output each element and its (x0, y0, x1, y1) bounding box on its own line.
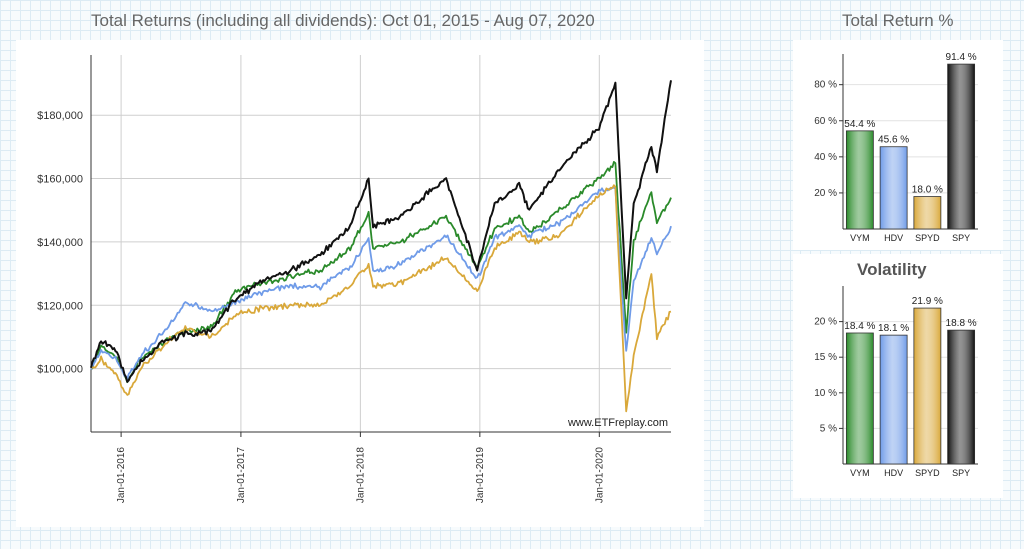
return-category-label: SPYD (915, 233, 940, 243)
return-category-label: VYM (850, 233, 870, 243)
volatility-category-label: HDV (884, 468, 903, 478)
volatility-chart-title: Volatility (857, 260, 927, 279)
return-y-tick-label: 40 % (814, 152, 837, 163)
volatility-y-tick-label: 15 % (814, 352, 837, 363)
x-tick-label: Jan-01-2020 (594, 447, 605, 504)
return-value-label: 54.4 % (844, 119, 875, 130)
volatility-bar-spy (947, 329, 976, 465)
main-chart-panel: $100,000 $120,000 $140,000 $160,000 $180,000… (16, 40, 704, 527)
volatility-category-label: VYM (850, 468, 870, 478)
return-category-label: SPY (952, 233, 970, 243)
return-value-label: 45.6 % (878, 135, 909, 146)
y-tick-label: $180,000 (37, 110, 83, 122)
series-line-vym (90, 161, 672, 384)
volatility-category-label: SPY (952, 468, 970, 478)
return-chart-title: Total Return % (842, 11, 954, 30)
x-tick-label: Jan-01-2018 (355, 447, 366, 504)
volatility-y-tick-label: 10 % (814, 388, 837, 399)
return-bar-vym (845, 130, 874, 230)
main-chart-title: Total Returns (including all dividends):… (91, 11, 595, 30)
y-tick-label: $140,000 (37, 237, 83, 249)
return-chart-panel: 20 % 40 % 60 % 80 % 54.4 % VYM 45.6 % HDV 18.0 %… (793, 40, 1003, 250)
volatility-bar-spyd (913, 307, 942, 465)
return-bar-spy (947, 63, 976, 230)
series-line-spyd (90, 184, 672, 413)
watermark-text: www.ETFreplay.com (567, 417, 668, 429)
return-category-label: HDV (884, 233, 903, 243)
y-tick-label: $100,000 (37, 364, 83, 376)
volatility-y-tick-label: 5 % (820, 423, 837, 434)
return-y-tick-label: 20 % (814, 188, 837, 199)
series-line-hdv (90, 186, 672, 380)
volatility-value-label: 21.9 % (912, 296, 943, 307)
return-value-label: 18.0 % (912, 185, 943, 196)
volatility-category-label: SPYD (915, 468, 940, 478)
return-y-tick-label: 60 % (814, 116, 837, 127)
return-bar-chart: 20 % 40 % 60 % 80 % 54.4 % VYM 45.6 % HDV 18.0 %… (814, 52, 978, 243)
volatility-bar-vym (845, 332, 874, 465)
volatility-value-label: 18.8 % (946, 318, 977, 329)
y-tick-label: $160,000 (37, 174, 83, 186)
x-tick-label: Jan-01-2016 (116, 447, 127, 504)
volatility-y-tick-label: 20 % (814, 317, 837, 328)
volatility-bar-chart: 5 % 10 % 15 % 20 % 18.4 % VYM 18.1 % HDV 21.9 % S… (814, 286, 978, 478)
y-tick-label: $120,000 (37, 300, 83, 312)
x-tick-label: Jan-01-2017 (236, 447, 247, 504)
volatility-chart-panel: Volatility 5 % 10 % 15 % 20 % 18.4 % VYM 18.1 … (793, 254, 1003, 498)
main-line-chart: $100,000 $120,000 $140,000 $160,000 $180,000… (37, 55, 672, 504)
volatility-value-label: 18.1 % (878, 323, 909, 334)
x-tick-label: Jan-01-2019 (475, 447, 486, 504)
return-bar-hdv (879, 146, 908, 230)
volatility-value-label: 18.4 % (844, 321, 875, 332)
series-line-spy (90, 80, 672, 383)
return-value-label: 91.4 % (946, 52, 977, 63)
return-bar-spyd (913, 196, 942, 230)
volatility-bar-hdv (879, 334, 908, 465)
return-y-tick-label: 80 % (814, 80, 837, 91)
